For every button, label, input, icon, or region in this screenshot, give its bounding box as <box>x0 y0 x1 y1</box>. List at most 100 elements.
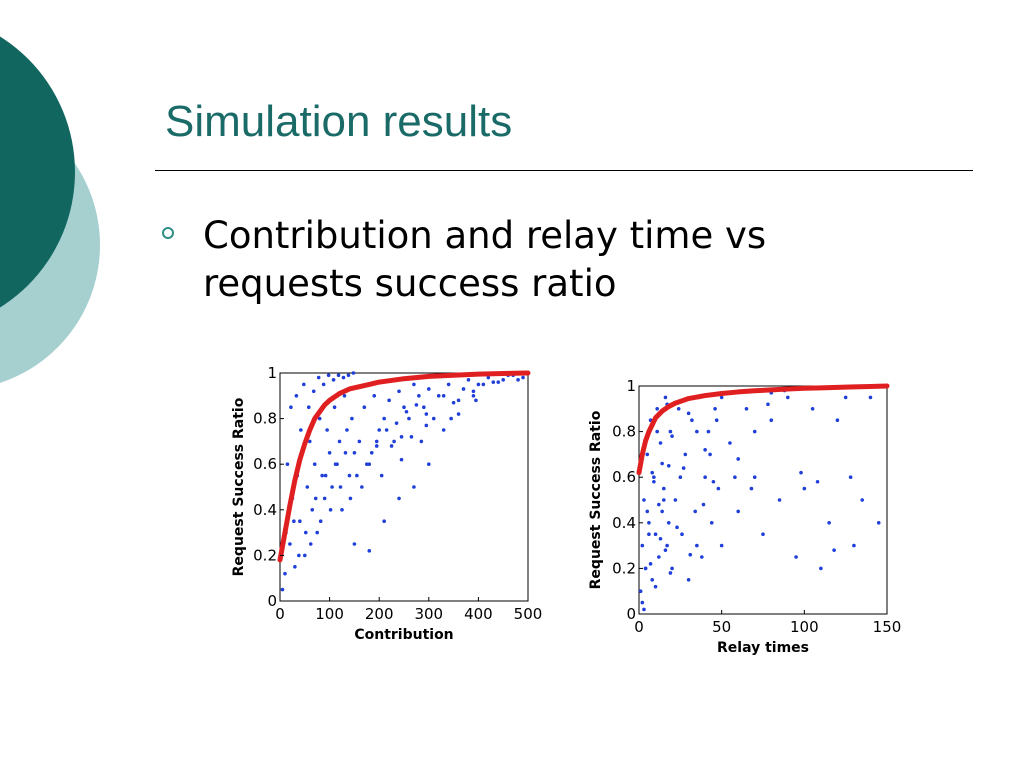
scatter-point <box>306 405 311 409</box>
scatter-point <box>643 566 648 571</box>
x-tick-label: 0 <box>634 618 644 636</box>
scatter-point <box>868 395 873 400</box>
y-tick-label: 0.4 <box>253 501 277 519</box>
scatter-point <box>683 452 688 457</box>
scatter-point <box>320 473 324 478</box>
scatter-point <box>327 451 332 455</box>
y-tick-label: 0.4 <box>612 514 636 532</box>
scatter-point <box>701 502 706 507</box>
scatter-point <box>695 429 699 434</box>
scatter-point <box>650 470 655 475</box>
x-tick-label: 200 <box>365 605 394 623</box>
scatter-point <box>663 548 668 552</box>
scatter-point <box>311 389 316 394</box>
scatter-point <box>382 416 386 421</box>
scatter-point <box>342 394 347 398</box>
scatter-point <box>832 548 836 552</box>
scatter-point <box>675 525 679 530</box>
scatter-point <box>736 509 740 514</box>
scatter-point <box>345 428 349 432</box>
scatter-point <box>417 394 421 398</box>
scatter-point <box>362 405 367 409</box>
scatter-point <box>703 448 707 452</box>
scatter-point <box>352 542 357 546</box>
scatter-point <box>419 439 424 444</box>
scatter-point <box>666 464 671 468</box>
scatter-point <box>285 462 290 466</box>
scatter-point <box>711 479 716 484</box>
scatter-point <box>706 429 711 434</box>
scatter-point <box>690 418 694 422</box>
scatter-point <box>449 416 453 421</box>
scatter-point <box>678 475 683 479</box>
y-axis-title: Request Success Ratio <box>231 397 247 576</box>
scatter-point <box>642 498 646 502</box>
decorative-circles <box>0 36 100 383</box>
x-tick-label: 100 <box>790 618 819 636</box>
scatter-point <box>802 486 807 491</box>
scatter-point <box>379 473 384 478</box>
bullet-line-2: requests success ratio <box>203 262 617 305</box>
scatter-point <box>652 479 656 484</box>
scatter-point <box>713 407 717 411</box>
y-tick-label: 0 <box>267 592 277 610</box>
scatter-point <box>719 543 724 548</box>
scatter-point <box>810 407 815 411</box>
scatter-point <box>686 578 691 582</box>
x-axis-title: Contribution <box>354 627 453 643</box>
scatter-point <box>315 530 319 535</box>
scatter-point <box>436 394 441 398</box>
scatter-point <box>642 607 646 612</box>
scatter-point <box>491 380 496 384</box>
scatter-point <box>640 543 645 548</box>
scatter-point <box>456 398 461 403</box>
scatter-point <box>650 578 655 582</box>
scatter-point <box>652 475 656 479</box>
scatter-point <box>346 373 351 378</box>
scatter-point <box>305 485 310 489</box>
scatter-point <box>653 584 658 589</box>
scatter-point <box>676 407 681 411</box>
scatter-point <box>303 553 307 558</box>
scatter-point <box>298 519 302 523</box>
scatter-point <box>412 485 416 489</box>
scatter-point <box>848 475 853 479</box>
scatter-point <box>700 555 704 559</box>
scatter-point <box>655 407 659 411</box>
y-tick-label: 1 <box>267 364 277 382</box>
scatter-point <box>466 378 471 382</box>
scatter-point <box>414 403 419 407</box>
scatter-point <box>397 389 401 394</box>
scatter-point <box>409 435 414 439</box>
scatter-point <box>471 389 476 394</box>
scatter-point <box>446 382 451 387</box>
scatter-point <box>341 375 346 380</box>
scatter-point <box>308 542 313 546</box>
scatter-point <box>338 485 343 489</box>
scatter-point <box>343 451 348 455</box>
scatter-point <box>752 475 757 479</box>
x-tick-label: 50 <box>712 618 731 636</box>
fit-curve-line <box>277 370 531 563</box>
scatter-point <box>384 428 389 432</box>
scatter-point <box>686 411 691 416</box>
scatter-point <box>799 470 803 475</box>
scatter-point <box>351 371 356 375</box>
scatter-point <box>350 416 354 421</box>
scatter-point <box>496 380 501 384</box>
scatter-point <box>474 398 478 403</box>
y-tick-label: 0.8 <box>612 423 636 441</box>
scatter-point <box>645 452 650 457</box>
scatter-point <box>412 382 416 387</box>
scatter-point <box>769 418 774 422</box>
scatter-point <box>422 405 426 409</box>
plot-area <box>638 385 888 615</box>
scatter-point <box>337 439 342 444</box>
scatter-point <box>407 416 411 421</box>
scatter-point <box>471 394 476 398</box>
scatter-point <box>360 485 364 489</box>
scatter-point <box>662 486 666 491</box>
contribution-scatter-chart: 0 100 200 300 400 500 0 0.2 0.4 0.6 0.8 1 Contributi… <box>228 355 550 655</box>
scatter-point <box>441 394 446 398</box>
scatter-point <box>280 587 285 592</box>
